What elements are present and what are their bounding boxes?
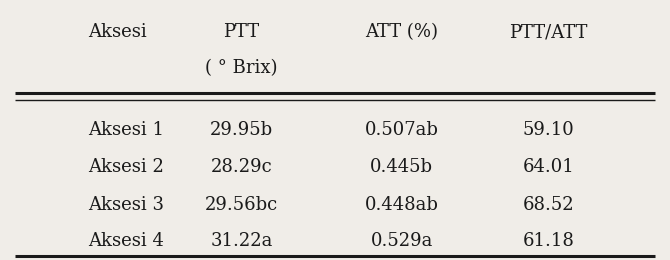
Text: 0.448ab: 0.448ab [364, 196, 439, 214]
Text: 0.507ab: 0.507ab [364, 121, 439, 139]
Text: Aksesi: Aksesi [88, 23, 147, 41]
Text: 59.10: 59.10 [523, 121, 574, 139]
Text: Aksesi 2: Aksesi 2 [88, 158, 164, 176]
Text: 61.18: 61.18 [523, 232, 574, 250]
Text: 0.445b: 0.445b [371, 158, 433, 176]
Text: 31.22a: 31.22a [210, 232, 273, 250]
Text: 0.529a: 0.529a [371, 232, 433, 250]
Text: 29.56bc: 29.56bc [205, 196, 278, 214]
Text: Aksesi 1: Aksesi 1 [88, 121, 164, 139]
Text: 64.01: 64.01 [523, 158, 574, 176]
Text: Aksesi 4: Aksesi 4 [88, 232, 164, 250]
Text: 29.95b: 29.95b [210, 121, 273, 139]
Text: ( ° Brix): ( ° Brix) [205, 59, 278, 77]
Text: PTT: PTT [224, 23, 260, 41]
Text: ATT (%): ATT (%) [365, 23, 438, 41]
Text: 68.52: 68.52 [523, 196, 574, 214]
Text: PTT/ATT: PTT/ATT [509, 23, 588, 41]
Text: Aksesi 3: Aksesi 3 [88, 196, 164, 214]
Text: 28.29c: 28.29c [210, 158, 273, 176]
